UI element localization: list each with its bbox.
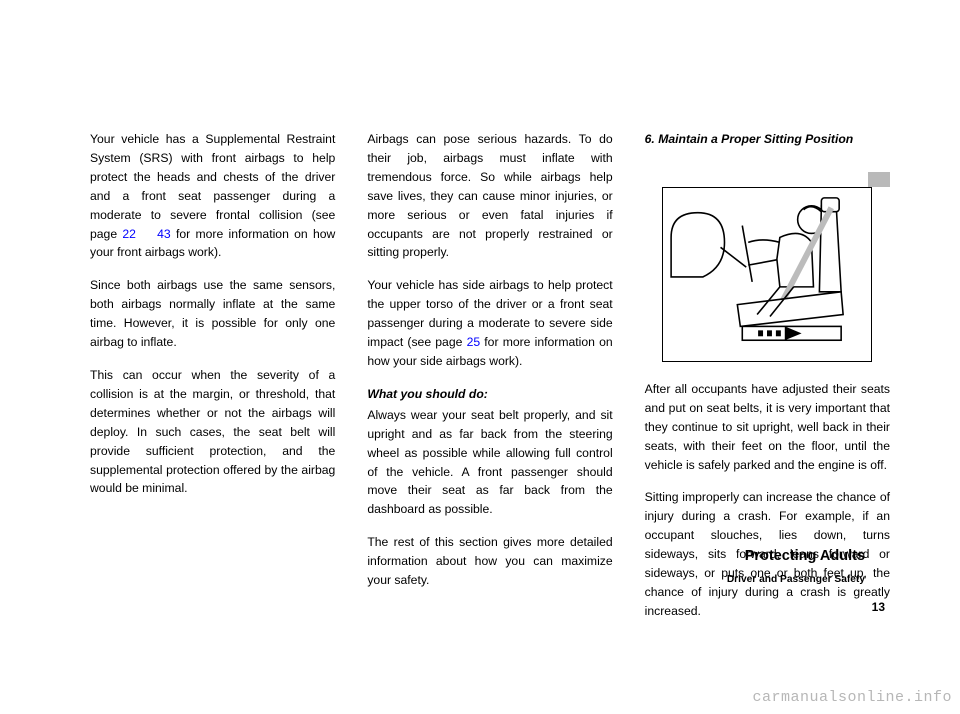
page-ref-link[interactable]: 43 [157,227,171,241]
para-hazards: Airbags can pose serious hazards. To do … [367,130,612,262]
step-label: What you should do: [367,385,612,404]
page-ref-link[interactable]: 25 [467,335,481,349]
text-fragment: Always wear your seat belt properly, and… [367,408,612,517]
para-threshold: This can occur when the severity of a co… [90,366,335,498]
seating-illustration [662,187,872,362]
section-label: Driver and Passenger Safety [727,574,865,585]
step-heading: 6. Maintain a Proper Sitting Position [645,130,890,149]
para-sensors: Since both airbags use the same sensors,… [90,276,335,352]
para-rest-section: The rest of this section gives more deta… [367,533,612,590]
para-side-airbags: Your vehicle has side airbags to help pr… [367,276,612,371]
column-2: Airbags can pose serious hazards. To do … [367,130,612,635]
page-ref-link[interactable]: 22 [122,227,136,241]
para-sit-upright: After all occupants have adjusted their … [645,380,890,475]
watermark: carmanualsonline.info [752,689,952,706]
para-airbag-intro: Your vehicle has a Supplemental Restrain… [90,130,335,262]
manual-page: Your vehicle has a Supplemental Restrain… [0,0,960,714]
column-1: Your vehicle has a Supplemental Restrain… [90,130,335,635]
page-number: 13 [872,600,885,614]
para-what-to-do: What you should do: Always wear your sea… [367,385,612,519]
section-tab [868,172,890,187]
page-title: Protecting Adults [745,548,865,564]
